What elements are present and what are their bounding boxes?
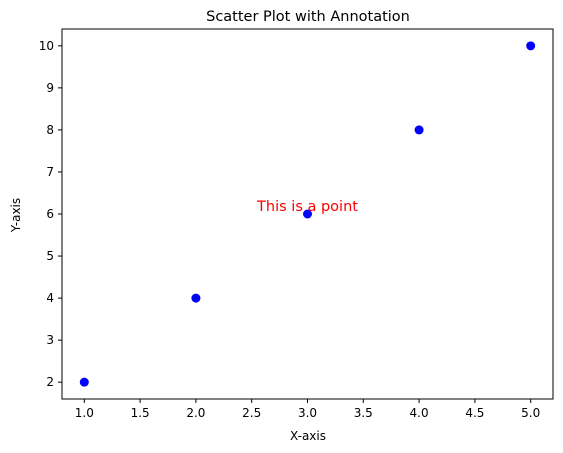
x-tick-label: 5.0 [521,406,540,420]
x-tick-label: 1.5 [131,406,150,420]
y-tick-label: 2 [46,375,54,389]
x-axis-label: X-axis [290,429,326,443]
x-tick-label: 3.5 [354,406,373,420]
x-tick-label: 2.0 [186,406,205,420]
y-axis-label: Y-axis [9,198,23,233]
y-tick-label: 8 [46,123,54,137]
ticks-layer: 1.0 1.5 2.0 2.5 3.0 3.5 4.0 4.5 5.0 2 3 4 5 6 7 8 9 10 [39,39,541,420]
x-tick-label: 4.5 [465,406,484,420]
y-tick-label: 9 [46,81,54,95]
x-tick-label: 1.0 [75,406,94,420]
x-tick-label: 2.5 [242,406,261,420]
y-tick-label: 10 [39,39,54,53]
scatter-point [80,378,89,387]
scatter-point [526,41,535,50]
y-tick-label: 4 [46,291,54,305]
y-tick-label: 5 [46,249,54,263]
y-tick-label: 3 [46,333,54,347]
y-tick-label: 7 [46,165,54,179]
x-tick-label: 3.0 [298,406,317,420]
y-tick-label: 6 [46,207,54,221]
scatter-point [415,125,424,134]
scatter-point [191,294,200,303]
chart-title: Scatter Plot with Annotation [206,9,410,25]
x-tick-label: 4.0 [410,406,429,420]
annotation-label: This is a point [256,199,358,215]
